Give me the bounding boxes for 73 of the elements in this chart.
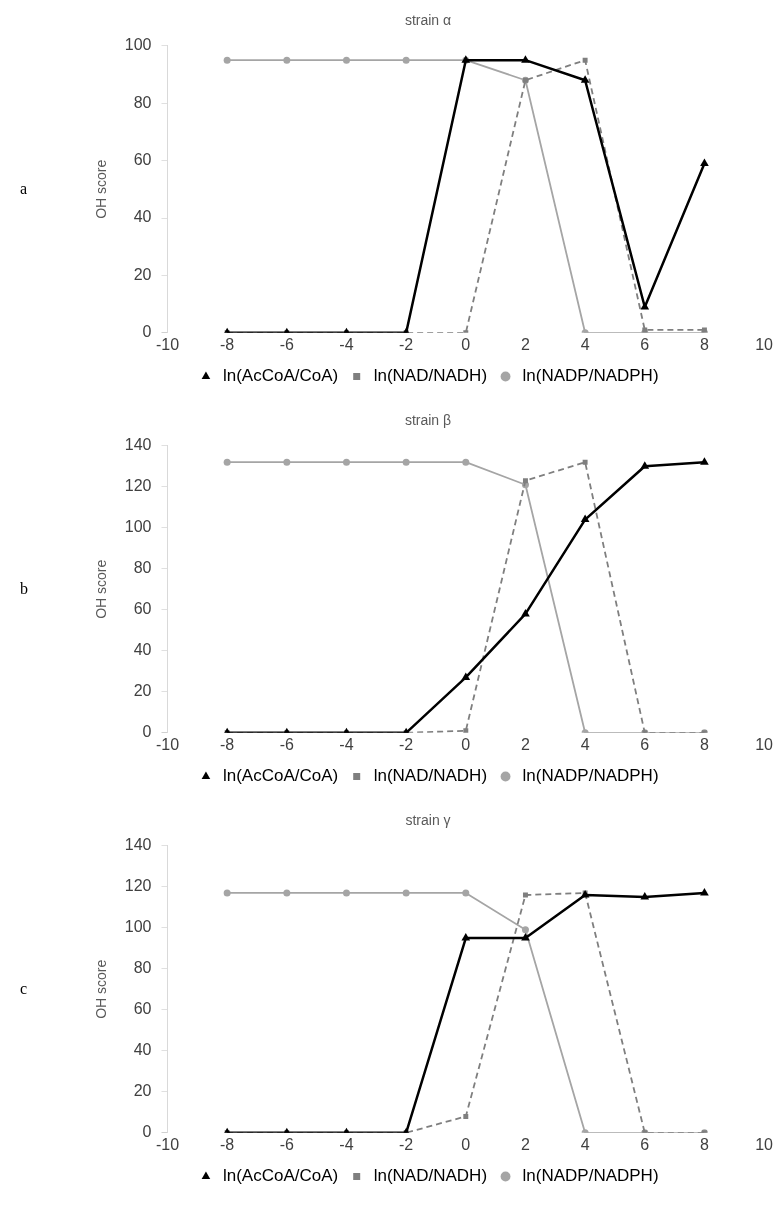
y-tick-label: 140 — [124, 836, 152, 854]
legend-label: ln(NAD/NADH) — [373, 766, 488, 786]
y-tick-label: 120 — [124, 877, 152, 895]
x-tick-label: -2 — [399, 1135, 414, 1153]
y-tick-label: 60 — [133, 151, 152, 169]
y-axis-title: OH score — [93, 159, 110, 219]
y-tick-label: 100 — [124, 918, 152, 936]
x-tick-label: 4 — [580, 1135, 590, 1153]
legend-label: ln(AcCoA/CoA) — [222, 366, 339, 386]
x-tick-label: -10 — [155, 735, 180, 753]
y-tick-label: 140 — [124, 436, 152, 454]
x-tick-label: 4 — [580, 335, 590, 353]
y-tick-label: 0 — [142, 1123, 152, 1141]
y-tick-label: 80 — [133, 959, 152, 977]
x-tick-label: -6 — [279, 735, 295, 753]
x-tick-label: -2 — [399, 335, 414, 353]
x-tick-label: -4 — [339, 335, 354, 353]
x-tick-label: 2 — [521, 735, 531, 753]
legend-label: ln(AcCoA/CoA) — [222, 1166, 339, 1186]
y-tick-label: 20 — [133, 1082, 152, 1100]
x-tick-label: -8 — [220, 335, 235, 353]
x-tick-label: 0 — [461, 335, 471, 353]
x-tick-label: 8 — [699, 335, 709, 353]
y-tick-label: 0 — [142, 723, 152, 741]
x-tick-label: -8 — [220, 1135, 235, 1153]
x-tick-label: 6 — [640, 735, 650, 753]
legend-label: ln(NAD/NADH) — [373, 1166, 488, 1186]
x-tick-label: 10 — [755, 735, 774, 753]
y-tick-label: 80 — [133, 559, 152, 577]
legend-label: ln(NADP/NADPH) — [522, 766, 659, 786]
x-tick-label: 2 — [521, 1135, 531, 1153]
text: a — [20, 179, 28, 197]
x-tick-label: 0 — [461, 735, 471, 753]
y-tick-label: 0 — [142, 323, 152, 341]
x-tick-label: -4 — [339, 735, 354, 753]
x-tick-label: 8 — [699, 735, 709, 753]
y-tick-label: 40 — [133, 641, 152, 659]
x-tick-label: 8 — [699, 1135, 709, 1153]
x-tick-label: 0 — [461, 1135, 471, 1153]
text: b — [20, 579, 28, 597]
y-tick-label: 20 — [133, 265, 152, 283]
x-tick-label: 6 — [640, 1135, 650, 1153]
x-tick-label: 6 — [640, 335, 650, 353]
y-tick-label: 40 — [133, 1041, 152, 1059]
y-tick-label: 60 — [133, 600, 152, 618]
y-tick-label: 100 — [124, 518, 152, 536]
x-tick-label: -6 — [279, 1135, 295, 1153]
x-tick-label: -10 — [155, 335, 180, 353]
x-tick-label: 10 — [755, 1135, 774, 1153]
y-tick-label: 80 — [133, 93, 152, 111]
y-tick-label: 100 — [124, 36, 152, 54]
legend-label: ln(NAD/NADH) — [373, 366, 488, 386]
y-tick-label: 60 — [133, 1000, 152, 1018]
x-tick-label: 10 — [755, 335, 774, 353]
x-tick-label: 4 — [580, 735, 590, 753]
text: c — [20, 979, 28, 997]
x-tick-label: -6 — [279, 335, 295, 353]
chart-title: strain γ — [405, 812, 451, 829]
x-tick-label: 2 — [521, 335, 531, 353]
legend-label: ln(NADP/NADPH) — [522, 1166, 659, 1186]
legend-label: ln(NADP/NADPH) — [522, 366, 659, 386]
chart-title: strain β — [404, 412, 452, 429]
y-tick-label: 40 — [133, 208, 152, 226]
x-tick-label: -4 — [339, 1135, 354, 1153]
x-tick-label: -2 — [399, 735, 414, 753]
y-axis-title: OH score — [93, 959, 110, 1019]
y-axis-title: OH score — [93, 559, 110, 619]
x-tick-label: -10 — [155, 1135, 180, 1153]
chart-title: strain α — [404, 12, 452, 29]
y-tick-label: 20 — [133, 682, 152, 700]
legend-label: ln(AcCoA/CoA) — [222, 766, 339, 786]
y-tick-label: 120 — [124, 477, 152, 495]
x-tick-label: -8 — [220, 735, 235, 753]
